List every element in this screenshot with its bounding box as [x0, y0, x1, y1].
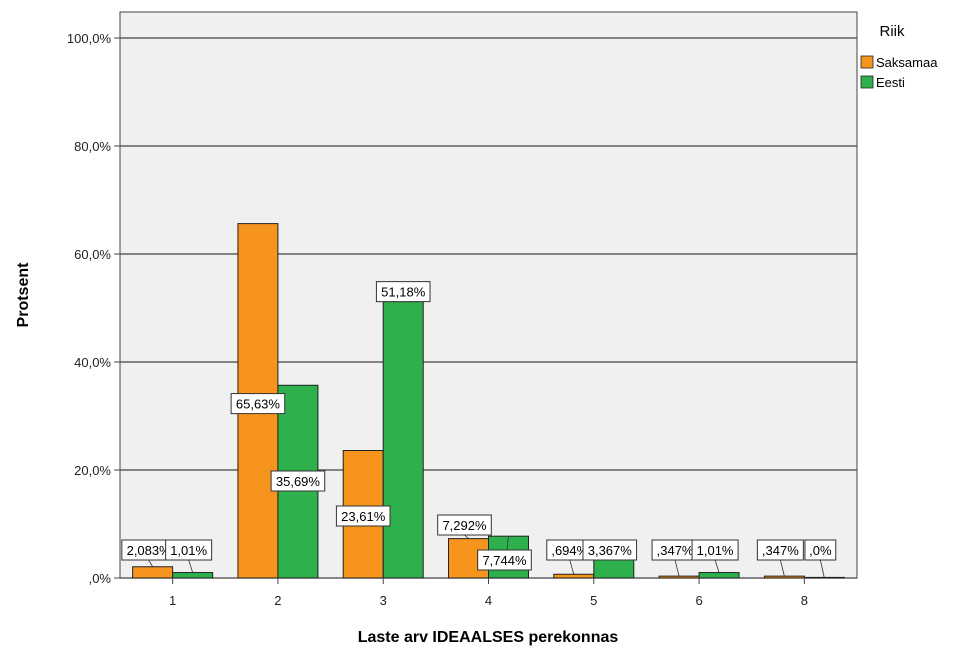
data-label-text: 1,01%	[697, 543, 734, 558]
data-label-text: 2,083%	[127, 543, 172, 558]
data-label: ,0%	[804, 539, 837, 579]
data-label-leader	[674, 559, 680, 577]
data-labels: 2,083%65,63%23,61%7,292%,694% ,347% ,347%1…	[121, 281, 837, 579]
data-label: 3,367%	[582, 539, 638, 561]
data-label-box	[230, 393, 286, 415]
data-label-box	[437, 514, 492, 536]
data-label: 23,61%	[335, 505, 391, 527]
data-label: ,347%	[756, 539, 804, 577]
data-label-box	[582, 539, 638, 561]
data-label-leader	[464, 534, 469, 539]
bar-eesti-3	[382, 301, 424, 579]
legend: Riik Saksamaa Eesti	[860, 23, 938, 90]
data-label-leader	[188, 559, 194, 573]
data-label-text: ,694%	[551, 543, 588, 558]
data-label-box	[335, 505, 391, 527]
data-label-leader	[148, 559, 153, 567]
bar-saksamaa-8	[763, 575, 805, 579]
data-label: 1,01%	[165, 539, 213, 573]
bar-eesti-1	[172, 572, 214, 579]
y-axis-ticks: ,0% 20,0% 40,0% 60,0% 80,0% 100,0%	[67, 31, 120, 586]
y-tick-label: 60,0%	[74, 247, 111, 262]
bar-eesti-6	[698, 572, 740, 579]
y-tick-label: 80,0%	[74, 139, 111, 154]
bar-saksamaa-6	[658, 575, 700, 579]
x-axis-title: Laste arv IDEAALSES perekonnas	[358, 629, 619, 646]
y-tick-label: 20,0%	[74, 463, 111, 478]
bar-saksamaa-1	[132, 566, 174, 579]
legend-label-eesti: Eesti	[876, 75, 905, 90]
data-label-text: 7,744%	[482, 553, 527, 568]
legend-title: Riik	[880, 23, 905, 40]
x-tick-label: 3	[380, 593, 387, 608]
legend-swatch-eesti	[860, 75, 874, 89]
data-label: 51,18%	[375, 281, 431, 303]
bar-saksamaa-5	[553, 573, 595, 579]
y-tick-label: 40,0%	[74, 355, 111, 370]
data-label-text: 65,63%	[236, 397, 281, 412]
y-tick-label: 100,0%	[67, 31, 112, 46]
data-label-text: 3,367%	[588, 543, 633, 558]
x-tick-label: 2	[274, 593, 281, 608]
data-label-box	[756, 539, 804, 561]
x-tick-label: 5	[590, 593, 597, 608]
y-tick-label: ,0%	[89, 571, 112, 586]
data-label-text: ,347%	[657, 543, 694, 558]
data-label-text: 7,292%	[442, 518, 487, 533]
data-label: 2,083%	[121, 539, 176, 567]
data-label-box	[375, 281, 431, 303]
data-label-box	[270, 470, 326, 492]
data-label-box	[165, 539, 213, 561]
legend-swatch-saksamaa	[860, 55, 874, 69]
data-label: 7,292%	[437, 514, 492, 539]
y-axis-title: Protsent	[15, 262, 32, 328]
bar-eesti-5	[593, 559, 635, 579]
data-label-text: ,0%	[809, 543, 832, 558]
data-label-box	[691, 539, 739, 561]
x-tick-label: 4	[485, 593, 492, 608]
data-label: 7,744%	[477, 536, 532, 571]
legend-label-saksamaa: Saksamaa	[876, 55, 938, 70]
data-label-text: 35,69%	[276, 474, 321, 489]
plot-area	[119, 11, 858, 579]
data-label: 65,63%	[230, 393, 286, 415]
x-tick-label: 1	[169, 593, 176, 608]
data-label-text: ,347%	[762, 543, 799, 558]
data-label-text: 51,18%	[381, 285, 426, 300]
data-label-leader	[779, 559, 785, 577]
bars	[132, 223, 845, 579]
x-axis-ticks: 1 2 3 4 5 6 8	[169, 578, 808, 608]
x-tick-label: 8	[801, 593, 808, 608]
data-label-text: 1,01%	[170, 543, 207, 558]
data-label: 1,01%	[691, 539, 739, 573]
data-label-leader	[569, 559, 575, 575]
data-label-leader	[714, 559, 720, 573]
data-label-leader	[819, 559, 825, 579]
data-label-box	[477, 549, 532, 571]
data-label-text: 23,61%	[341, 509, 386, 524]
x-tick-label: 6	[695, 593, 702, 608]
data-label-box	[804, 539, 837, 561]
data-label: ,347%	[651, 539, 699, 577]
data-label: 35,69%	[270, 470, 326, 492]
